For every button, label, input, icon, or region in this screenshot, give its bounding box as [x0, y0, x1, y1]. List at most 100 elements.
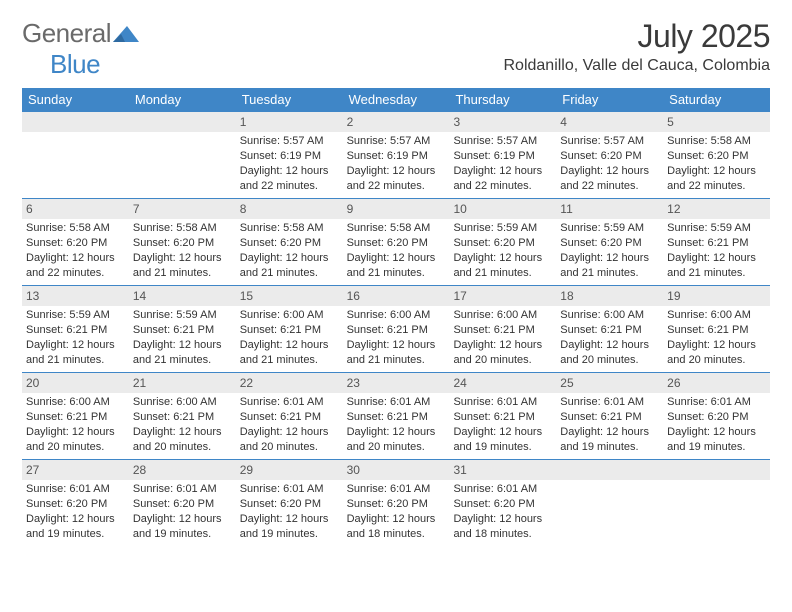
month-title: July 2025 [503, 18, 770, 55]
day-header-cell: Tuesday [236, 88, 343, 112]
sunrise-text: Sunrise: 5:57 AM [560, 134, 659, 149]
day-number: 24 [449, 373, 556, 393]
day-cell: 31Sunrise: 6:01 AMSunset: 6:20 PMDayligh… [449, 460, 556, 546]
day-cell: 6Sunrise: 5:58 AMSunset: 6:20 PMDaylight… [22, 199, 129, 285]
sunset-text: Sunset: 6:21 PM [347, 410, 446, 425]
sunset-text: Sunset: 6:21 PM [453, 323, 552, 338]
sunrise-text: Sunrise: 6:01 AM [453, 482, 552, 497]
day-header-cell: Friday [556, 88, 663, 112]
day-cell: 4Sunrise: 5:57 AMSunset: 6:20 PMDaylight… [556, 112, 663, 198]
daylight-text: Daylight: 12 hours and 22 minutes. [453, 164, 552, 194]
day-body: Sunrise: 5:59 AMSunset: 6:21 PMDaylight:… [131, 308, 234, 367]
daylight-text: Daylight: 12 hours and 22 minutes. [347, 164, 446, 194]
day-number: 25 [556, 373, 663, 393]
day-number: 23 [343, 373, 450, 393]
sunset-text: Sunset: 6:21 PM [133, 323, 232, 338]
sunrise-text: Sunrise: 5:57 AM [453, 134, 552, 149]
sunrise-text: Sunrise: 5:58 AM [347, 221, 446, 236]
day-number: 20 [22, 373, 129, 393]
daylight-text: Daylight: 12 hours and 21 minutes. [240, 338, 339, 368]
day-number: 12 [663, 199, 770, 219]
day-body: Sunrise: 6:00 AMSunset: 6:21 PMDaylight:… [451, 308, 554, 367]
day-number: 13 [22, 286, 129, 306]
day-number: 10 [449, 199, 556, 219]
day-body: Sunrise: 6:01 AMSunset: 6:20 PMDaylight:… [345, 482, 448, 541]
day-cell: 27Sunrise: 6:01 AMSunset: 6:20 PMDayligh… [22, 460, 129, 546]
daylight-text: Daylight: 12 hours and 21 minutes. [453, 251, 552, 281]
logo-text-block: General Blue [22, 18, 139, 80]
sunset-text: Sunset: 6:21 PM [133, 410, 232, 425]
day-cell: 30Sunrise: 6:01 AMSunset: 6:20 PMDayligh… [343, 460, 450, 546]
week-row: 13Sunrise: 5:59 AMSunset: 6:21 PMDayligh… [22, 285, 770, 372]
sunset-text: Sunset: 6:19 PM [347, 149, 446, 164]
sunrise-text: Sunrise: 5:58 AM [240, 221, 339, 236]
day-body: Sunrise: 6:00 AMSunset: 6:21 PMDaylight:… [345, 308, 448, 367]
daylight-text: Daylight: 12 hours and 21 minutes. [26, 338, 125, 368]
sunset-text: Sunset: 6:19 PM [453, 149, 552, 164]
sunrise-text: Sunrise: 5:59 AM [26, 308, 125, 323]
sunrise-text: Sunrise: 6:01 AM [347, 395, 446, 410]
logo-text-blue: Blue [50, 49, 100, 79]
sunrise-text: Sunrise: 6:01 AM [240, 395, 339, 410]
day-cell: 24Sunrise: 6:01 AMSunset: 6:21 PMDayligh… [449, 373, 556, 459]
daylight-text: Daylight: 12 hours and 21 minutes. [347, 251, 446, 281]
day-number: 11 [556, 199, 663, 219]
day-cell [556, 460, 663, 546]
day-body: Sunrise: 5:57 AMSunset: 6:20 PMDaylight:… [558, 134, 661, 193]
daylight-text: Daylight: 12 hours and 19 minutes. [240, 512, 339, 542]
day-body: Sunrise: 6:00 AMSunset: 6:21 PMDaylight:… [665, 308, 768, 367]
daylight-text: Daylight: 12 hours and 20 minutes. [453, 338, 552, 368]
day-number: 7 [129, 199, 236, 219]
logo-triangle-icon [113, 24, 139, 42]
sunrise-text: Sunrise: 5:58 AM [26, 221, 125, 236]
sunset-text: Sunset: 6:20 PM [453, 497, 552, 512]
day-cell: 1Sunrise: 5:57 AMSunset: 6:19 PMDaylight… [236, 112, 343, 198]
sunset-text: Sunset: 6:21 PM [453, 410, 552, 425]
daylight-text: Daylight: 12 hours and 20 minutes. [133, 425, 232, 455]
day-number: 9 [343, 199, 450, 219]
day-number: 27 [22, 460, 129, 480]
day-number: 15 [236, 286, 343, 306]
day-cell: 5Sunrise: 5:58 AMSunset: 6:20 PMDaylight… [663, 112, 770, 198]
day-number: 21 [129, 373, 236, 393]
day-body: Sunrise: 6:01 AMSunset: 6:20 PMDaylight:… [451, 482, 554, 541]
daylight-text: Daylight: 12 hours and 21 minutes. [133, 251, 232, 281]
day-cell: 8Sunrise: 5:58 AMSunset: 6:20 PMDaylight… [236, 199, 343, 285]
day-number: 4 [556, 112, 663, 132]
day-cell: 20Sunrise: 6:00 AMSunset: 6:21 PMDayligh… [22, 373, 129, 459]
day-cell: 12Sunrise: 5:59 AMSunset: 6:21 PMDayligh… [663, 199, 770, 285]
daylight-text: Daylight: 12 hours and 19 minutes. [667, 425, 766, 455]
day-number [129, 112, 236, 132]
daylight-text: Daylight: 12 hours and 18 minutes. [347, 512, 446, 542]
daylight-text: Daylight: 12 hours and 22 minutes. [26, 251, 125, 281]
sunset-text: Sunset: 6:20 PM [560, 236, 659, 251]
day-body: Sunrise: 6:01 AMSunset: 6:21 PMDaylight:… [345, 395, 448, 454]
sunset-text: Sunset: 6:21 PM [560, 323, 659, 338]
day-cell: 25Sunrise: 6:01 AMSunset: 6:21 PMDayligh… [556, 373, 663, 459]
day-number: 26 [663, 373, 770, 393]
day-cell: 26Sunrise: 6:01 AMSunset: 6:20 PMDayligh… [663, 373, 770, 459]
day-body: Sunrise: 5:57 AMSunset: 6:19 PMDaylight:… [238, 134, 341, 193]
day-number: 18 [556, 286, 663, 306]
weeks-container: 1Sunrise: 5:57 AMSunset: 6:19 PMDaylight… [22, 112, 770, 546]
sunrise-text: Sunrise: 6:00 AM [453, 308, 552, 323]
day-body: Sunrise: 5:58 AMSunset: 6:20 PMDaylight:… [131, 221, 234, 280]
day-cell: 9Sunrise: 5:58 AMSunset: 6:20 PMDaylight… [343, 199, 450, 285]
sunset-text: Sunset: 6:21 PM [347, 323, 446, 338]
day-cell: 7Sunrise: 5:58 AMSunset: 6:20 PMDaylight… [129, 199, 236, 285]
day-cell: 2Sunrise: 5:57 AMSunset: 6:19 PMDaylight… [343, 112, 450, 198]
day-body: Sunrise: 6:00 AMSunset: 6:21 PMDaylight:… [131, 395, 234, 454]
day-body: Sunrise: 6:00 AMSunset: 6:21 PMDaylight:… [24, 395, 127, 454]
sunrise-text: Sunrise: 5:58 AM [133, 221, 232, 236]
day-body: Sunrise: 6:01 AMSunset: 6:21 PMDaylight:… [238, 395, 341, 454]
daylight-text: Daylight: 12 hours and 20 minutes. [560, 338, 659, 368]
day-cell: 11Sunrise: 5:59 AMSunset: 6:20 PMDayligh… [556, 199, 663, 285]
week-row: 1Sunrise: 5:57 AMSunset: 6:19 PMDaylight… [22, 112, 770, 198]
sunrise-text: Sunrise: 6:01 AM [560, 395, 659, 410]
sunset-text: Sunset: 6:20 PM [667, 149, 766, 164]
sunset-text: Sunset: 6:21 PM [26, 323, 125, 338]
daylight-text: Daylight: 12 hours and 19 minutes. [560, 425, 659, 455]
daylight-text: Daylight: 12 hours and 21 minutes. [240, 251, 339, 281]
sunrise-text: Sunrise: 5:57 AM [347, 134, 446, 149]
daylight-text: Daylight: 12 hours and 22 minutes. [240, 164, 339, 194]
